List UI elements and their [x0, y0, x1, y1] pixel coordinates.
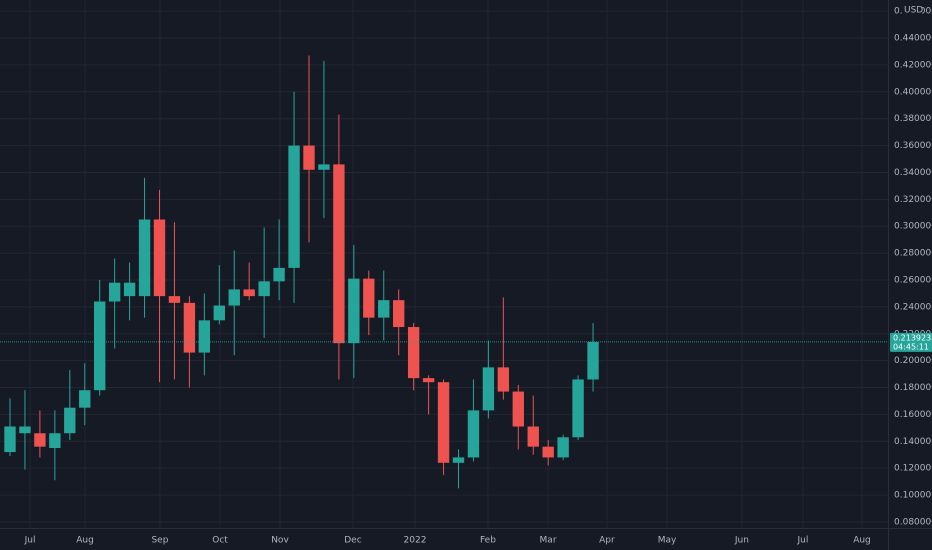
- y-tick-label: 0.28000000: [894, 249, 932, 259]
- candle-body: [183, 302, 196, 353]
- candle-body: [258, 281, 270, 297]
- x-tick-label: Apr: [599, 536, 615, 546]
- candle-body: [273, 267, 285, 282]
- candle-body: [572, 379, 584, 438]
- candle-body: [512, 391, 524, 427]
- candle-body: [467, 410, 480, 458]
- candle-body: [363, 278, 375, 318]
- countdown-label: 04:45:11: [893, 342, 929, 351]
- candle-body: [393, 300, 405, 328]
- x-tick-label: Sep: [151, 536, 168, 546]
- candle-body: [168, 296, 181, 303]
- currency-badge-bg: [902, 4, 922, 16]
- candle-body: [587, 341, 599, 380]
- candle-body: [557, 437, 569, 458]
- y-tick-label: 0.30000000: [894, 222, 932, 232]
- last-price-label: 0.21392333: [893, 333, 932, 342]
- candle-body: [422, 378, 435, 383]
- y-tick-label: 0.26000000: [894, 275, 932, 285]
- candle-body: [288, 145, 300, 268]
- candle-body: [19, 426, 31, 434]
- y-tick-label: 0.34000000: [894, 168, 932, 178]
- x-tick-label: Oct: [212, 536, 228, 546]
- candle-body: [213, 305, 225, 321]
- candle-body: [542, 446, 554, 458]
- currency-label: USD: [904, 6, 923, 16]
- y-tick-label: 0.40000000: [894, 87, 932, 97]
- candle-body: [378, 300, 390, 318]
- x-tick-label: Nov: [271, 536, 289, 546]
- y-tick-label: 0.16000000: [894, 410, 932, 420]
- y-tick-label: 0.10000000: [894, 491, 932, 501]
- candle-body: [243, 289, 255, 297]
- y-tick-label: 0.32000000: [894, 195, 932, 205]
- x-tick-label: Jun: [734, 536, 749, 546]
- y-tick-label: 0.44000000: [894, 34, 932, 44]
- candle-body: [138, 219, 151, 297]
- y-tick-label: 0.20000000: [894, 356, 932, 366]
- candle-body: [303, 145, 315, 170]
- x-tick-label: 2022: [404, 536, 427, 546]
- y-tick-label: 0.36000000: [894, 141, 932, 151]
- candle-body: [228, 289, 240, 306]
- y-tick-label: 0.18000000: [894, 383, 932, 393]
- candle-body: [318, 164, 330, 170]
- x-tick-label: Feb: [480, 536, 496, 546]
- candle-body: [482, 367, 495, 411]
- candle-body: [123, 282, 136, 297]
- candle-body: [108, 282, 121, 302]
- candle-body: [79, 390, 91, 408]
- candle-body: [333, 164, 345, 344]
- y-tick-label: 0.12000000: [894, 464, 932, 474]
- y-tick-label: 0.14000000: [894, 437, 932, 447]
- x-tick-label: Mar: [540, 536, 557, 546]
- last-price-tag: [890, 332, 932, 352]
- candle-body: [198, 320, 211, 353]
- candle-body: [497, 367, 510, 392]
- y-tick-label: 0.08000000: [894, 517, 932, 527]
- candle-body: [49, 433, 61, 449]
- candle-body: [34, 433, 46, 447]
- y-tick-label: 0.24000000: [894, 302, 932, 312]
- x-tick-label: Jul: [797, 536, 809, 546]
- candle-body: [64, 407, 76, 434]
- candle-body: [94, 301, 106, 391]
- x-tick-label: Jul: [24, 536, 36, 546]
- candle-body: [4, 426, 16, 453]
- x-tick-label: May: [658, 536, 677, 546]
- candle-body: [527, 426, 539, 447]
- y-tick-label: 0.38000000: [894, 114, 932, 124]
- candle-body: [348, 278, 360, 344]
- candle-body: [407, 327, 420, 379]
- x-tick-label: Dec: [344, 536, 361, 546]
- y-tick-label: 0.42000000: [894, 60, 932, 70]
- x-tick-label: Aug: [76, 536, 94, 546]
- candle-body: [437, 382, 450, 463]
- candle-body: [153, 219, 166, 297]
- candle-body: [452, 457, 465, 463]
- x-tick-label: Aug: [853, 536, 871, 546]
